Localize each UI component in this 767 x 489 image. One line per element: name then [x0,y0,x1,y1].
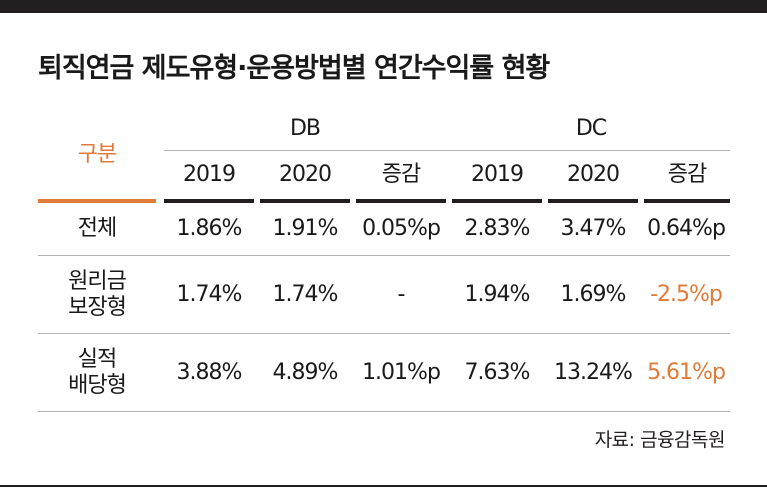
row-divider-3 [38,411,730,412]
row-label-line: 전체 [77,216,117,242]
header-rule-5 [548,199,638,203]
table-cell: 1.74% [176,281,243,307]
group-header-dc: DC [575,115,607,141]
header-rule-2 [260,199,350,203]
col-header-db-2019: 2019 [183,161,236,187]
row-label-guaranteed: 원리금 보장형 [38,257,156,333]
header-rule-label [38,199,156,203]
row-header-label: 구분 [77,141,117,167]
row-label-performance: 실적 배당형 [38,335,156,411]
header-rule-6 [644,199,730,203]
row-divider-2 [38,333,730,334]
table-cell: 1.94% [464,281,531,307]
bottom-rule [0,485,767,487]
col-header-db-2020: 2020 [279,161,332,187]
table-cell: 3.88% [176,359,243,385]
row-divider-1 [38,255,730,256]
table-cell: - [397,281,406,307]
source-note: 자료: 금융감독원 [594,429,726,451]
row-label-line: 실적 [77,346,117,372]
group-header-db: DB [289,115,321,141]
table-cell: 1.69% [560,281,627,307]
table-cell: 7.63% [464,359,531,385]
table-cell: 1.74% [272,281,339,307]
table-cell: 1.86% [176,216,243,242]
table-cell: 0.05%p [362,216,441,242]
col-header-dc-change: 증감 [667,161,707,187]
top-bar [0,0,767,13]
table-cell: 3.47% [560,216,627,242]
chart-title: 퇴직연금 제도유형·운용방법별 연간수익률 현황 [38,53,550,84]
table-cell: 4.89% [272,359,339,385]
table-cell: 0.64%p [647,216,726,242]
col-header-db-change: 증감 [381,161,421,187]
header-rule-3 [356,199,446,203]
group-divider-line [164,150,730,151]
row-label-total: 전체 [38,204,156,255]
row-label-line: 원리금 [68,268,127,294]
table-cell: 1.01%p [362,359,441,385]
row-label-line: 배당형 [68,373,127,398]
table-cell: 1.91% [272,216,339,242]
row-label-line: 보장형 [68,295,127,320]
table-cell-highlight: 5.61%p [647,359,726,385]
table-cell: 13.24% [554,359,633,385]
header-rule-4 [452,199,542,203]
col-header-dc-2019: 2019 [471,161,524,187]
table-cell: 2.83% [464,216,531,242]
col-header-dc-2020: 2020 [567,161,620,187]
header-rule-1 [164,199,254,203]
table-cell-highlight: -2.5%p [650,281,723,307]
